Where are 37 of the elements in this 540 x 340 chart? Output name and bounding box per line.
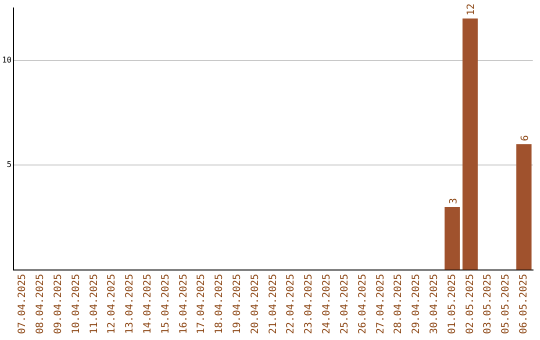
- x-tick-label: 07.04.2025: [17, 274, 28, 334]
- x-tick-label: 28.04.2025: [393, 274, 404, 334]
- x-tick-label: 06.05.2025: [518, 274, 530, 334]
- data-label: 6: [520, 135, 531, 142]
- x-tick-label: 18.04.2025: [214, 274, 226, 334]
- x-tick-label: 27.04.2025: [375, 274, 386, 334]
- x-tick-label: 11.04.2025: [88, 274, 100, 334]
- x-tick-label: 01.05.2025: [446, 274, 458, 334]
- x-tick-label: 08.04.2025: [35, 274, 46, 334]
- x-tick-label: 16.04.2025: [178, 274, 190, 334]
- x-tick-label: 14.04.2025: [142, 274, 154, 334]
- x-tick-label: 03.05.2025: [482, 274, 494, 334]
- x-tick-label: 02.05.2025: [464, 274, 476, 334]
- x-tick-label: 26.04.2025: [357, 274, 368, 334]
- x-tick-label: 30.04.2025: [428, 274, 440, 334]
- data-label: 12: [466, 3, 478, 16]
- x-tick-label: 21.04.2025: [268, 274, 279, 334]
- x-tick-label: 29.04.2025: [411, 274, 422, 334]
- x-tick-label: 10.04.2025: [70, 274, 82, 334]
- x-tick-label: 24.04.2025: [322, 274, 333, 334]
- x-tick-label: 09.04.2025: [52, 274, 64, 334]
- data-label: 3: [448, 198, 460, 204]
- x-tick-label: 19.04.2025: [232, 274, 244, 334]
- x-tick-label: 12.04.2025: [106, 274, 118, 334]
- x-tick-label: 15.04.2025: [160, 274, 172, 334]
- bar: [462, 18, 478, 270]
- x-tick-label: 22.04.2025: [286, 274, 297, 334]
- bar: [444, 206, 460, 270]
- x-tick-label: 17.04.2025: [196, 274, 208, 334]
- x-tick-label: 05.05.2025: [500, 274, 512, 334]
- x-tick-label: 13.04.2025: [124, 274, 136, 334]
- x-tick-label: 23.04.2025: [304, 274, 315, 334]
- x-tick-label: 20.04.2025: [250, 274, 261, 334]
- x-tick-label: 25.04.2025: [339, 274, 350, 334]
- y-tick-label: 10: [2, 55, 12, 64]
- bar: [516, 144, 532, 270]
- y-tick-label: 5: [6, 160, 12, 170]
